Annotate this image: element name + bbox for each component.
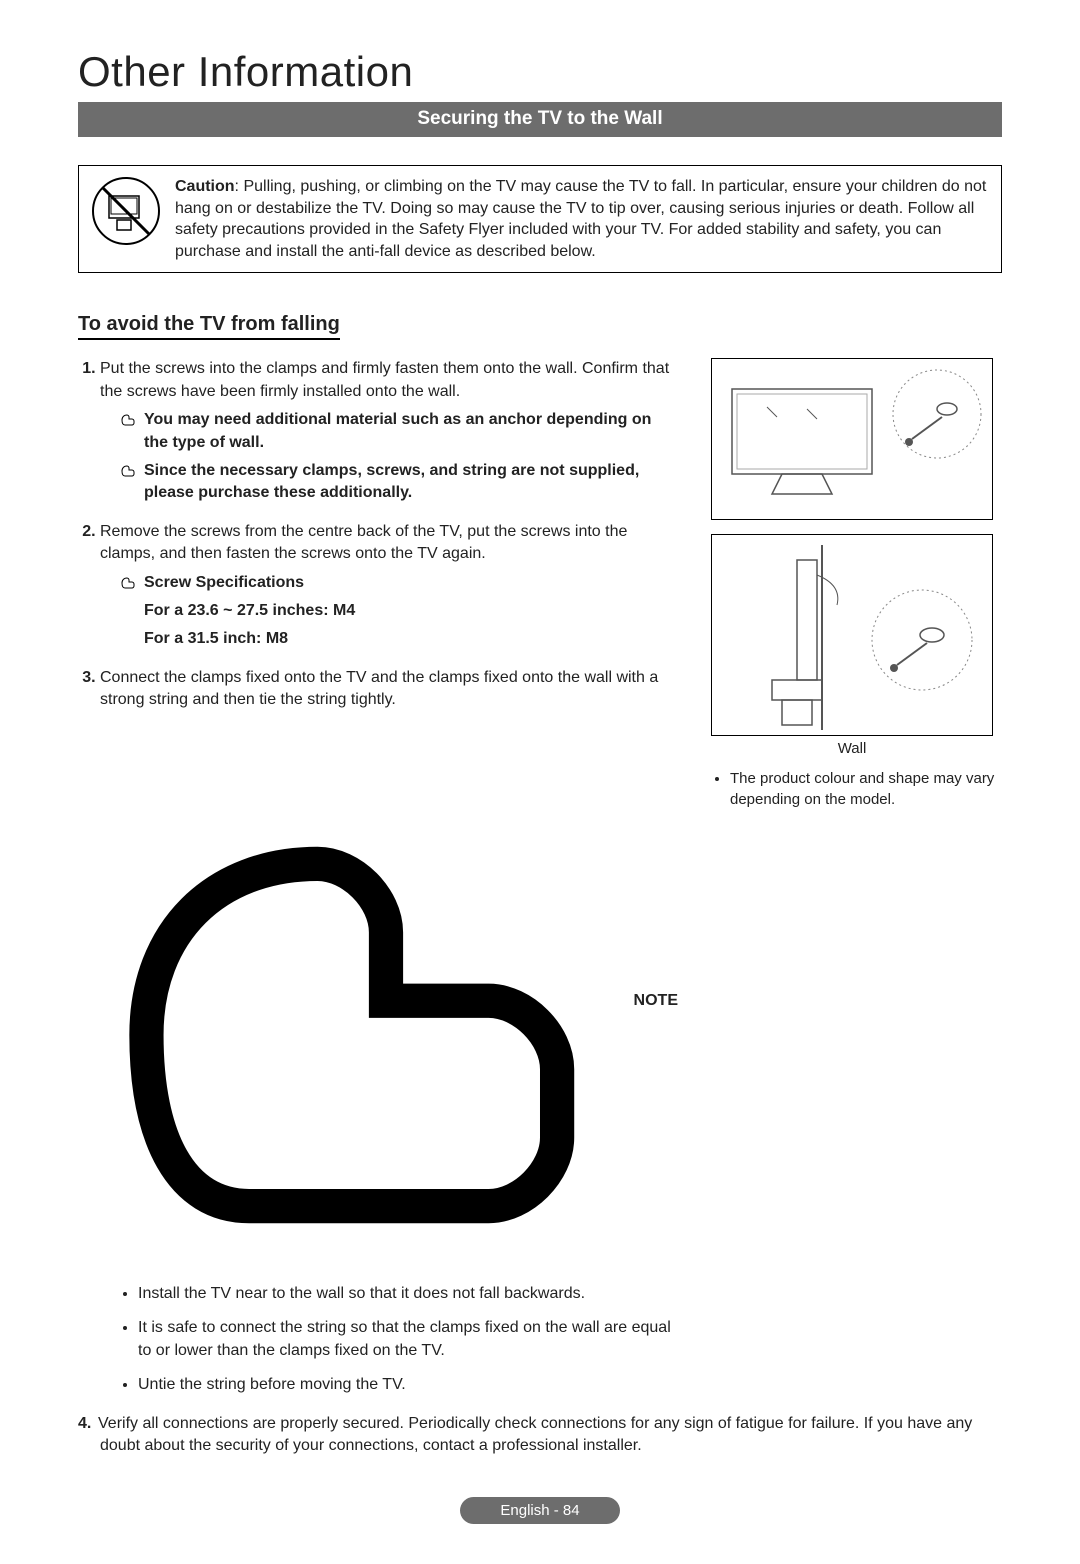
note-bullets: Install the TV near to the wall so that …	[78, 1283, 678, 1397]
step-4-number: 4.	[78, 1413, 98, 1435]
step-2-text: Remove the screws from the centre back o…	[100, 523, 627, 562]
right-column: Wall The product colour and shape may va…	[702, 358, 1002, 810]
left-column: Put the screws into the clamps and firml…	[78, 358, 678, 1408]
subsection-heading-wrap: To avoid the TV from falling	[78, 313, 1002, 358]
note-bullet-1: Install the TV near to the wall so that …	[138, 1283, 678, 1305]
step-1-note-a: You may need additional material such as…	[120, 409, 678, 454]
figure-wall-label: Wall	[838, 740, 867, 757]
section-bar: Securing the TV to the Wall	[78, 102, 1002, 137]
step-2-spec-b: For a 31.5 inch: M8	[144, 628, 678, 650]
subsection-heading: To avoid the TV from falling	[78, 313, 340, 340]
page-number-pill: English - 84	[460, 1497, 619, 1524]
steps-list: Put the screws into the clamps and firml…	[78, 358, 678, 711]
step-1-text: Put the screws into the clamps and firml…	[100, 360, 669, 399]
note-heading-text: NOTE	[634, 992, 678, 1010]
step-1-note-b: Since the necessary clamps, screws, and …	[120, 460, 678, 505]
caution-label: Caution	[175, 178, 235, 195]
tv-front-diagram-icon	[712, 359, 992, 519]
caution-box: Caution: Pulling, pushing, or climbing o…	[78, 165, 1002, 273]
tv-do-not-pull-icon	[91, 176, 161, 246]
hand-note-icon	[120, 462, 136, 478]
note-bullet-3: Untie the string before moving the TV.	[138, 1374, 678, 1396]
caution-text: Caution: Pulling, pushing, or climbing o…	[175, 176, 989, 262]
step-1: Put the screws into the clamps and firml…	[100, 358, 678, 504]
note-heading: NOTE	[78, 727, 678, 1275]
page: Other Information Securing the TV to the…	[0, 0, 1080, 1564]
step-4: 4.Verify all connections are properly se…	[78, 1413, 1002, 1458]
step-2: Remove the screws from the centre back o…	[100, 521, 678, 651]
figure-tv-front	[711, 358, 993, 520]
note-bullet-2: It is safe to connect the string so that…	[138, 1317, 678, 1362]
tv-side-wall-diagram-icon	[712, 535, 992, 735]
step-2-spec-heading: Screw Specifications	[120, 572, 678, 594]
hand-note-icon	[120, 574, 136, 590]
hand-note-icon	[78, 727, 626, 1275]
figure-tv-side-wall	[711, 534, 993, 736]
page-footer: English - 84	[78, 1457, 1002, 1524]
step-2-spec-heading-text: Screw Specifications	[144, 572, 304, 594]
figure-note-item: The product colour and shape may vary de…	[730, 769, 1002, 810]
step-4-text: Verify all connections are properly secu…	[98, 1415, 972, 1454]
caution-body: : Pulling, pushing, or climbing on the T…	[175, 178, 986, 260]
hand-note-icon	[120, 411, 136, 427]
step-1-note-b-text: Since the necessary clamps, screws, and …	[144, 460, 678, 505]
step-2-spec-a: For a 23.6 ~ 27.5 inches: M4	[144, 600, 678, 622]
figure-note-list: The product colour and shape may vary de…	[702, 769, 1002, 810]
chapter-title: Other Information	[78, 48, 1002, 96]
two-column-region: Put the screws into the clamps and firml…	[78, 358, 1002, 1408]
step-3: Connect the clamps fixed onto the TV and…	[100, 667, 678, 712]
step-3-text: Connect the clamps fixed onto the TV and…	[100, 669, 658, 708]
step-1-note-a-text: You may need additional material such as…	[144, 409, 678, 454]
